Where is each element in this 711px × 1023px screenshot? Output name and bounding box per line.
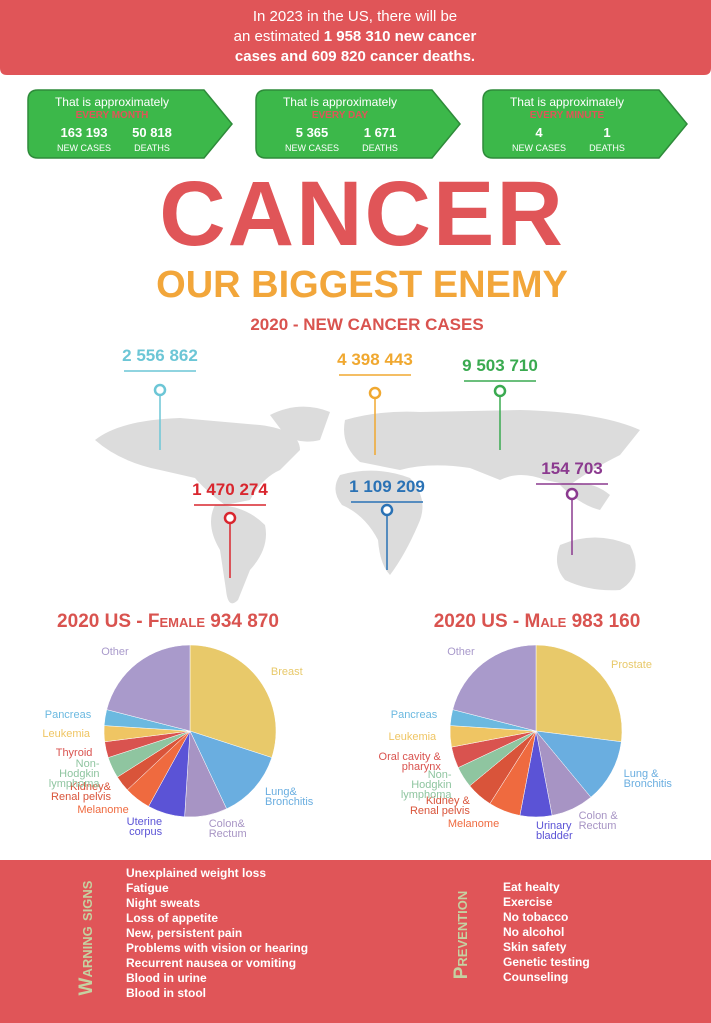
marker-value: 2 556 862 (122, 346, 198, 365)
stat-period: EVERY DAY (311, 110, 369, 121)
pie-label: Kidney& Renal pelvis (51, 781, 111, 804)
marker-pin (380, 503, 394, 517)
marker-value: 1 109 209 (349, 477, 425, 496)
stat-cases-label: NEW CASES (284, 143, 340, 153)
prevention-item: Eat healty (503, 880, 560, 894)
warning-item: Blood in urine (126, 971, 207, 985)
pie-label: Breast (270, 666, 303, 679)
header-text: In 2023 in the US, there will be (252, 8, 458, 25)
pie-slice (106, 644, 191, 732)
pie-label: Pancreas (390, 709, 438, 722)
warning-title: Warning signs (76, 880, 97, 995)
header-text: 609 820 (311, 48, 366, 65)
stat-card (255, 89, 461, 159)
prevention-item: Skin safety (503, 940, 567, 954)
stat-cases: 5 365 (295, 125, 329, 140)
stat-period: EVERY MONTH (75, 110, 149, 121)
stat-cases-label: NEW CASES (56, 143, 112, 153)
pie-label: Leukemia (42, 728, 91, 741)
map-title: 2020 - NEW CANCER CASES (250, 315, 484, 334)
pie-label: Leukemia (388, 731, 437, 744)
warning-item: Unexplained weight loss (126, 866, 267, 880)
stat-deaths-label: DEATHS (589, 143, 625, 153)
pie-title: 2020 US - Male 983 160 (433, 611, 641, 632)
stat-deaths: 50 818 (132, 125, 172, 140)
stat-cases: 4 (535, 125, 543, 140)
marker-pin (565, 487, 579, 501)
pie-label: Non-Hodgkin lymphoma (400, 768, 452, 801)
marker-value: 4 398 443 (337, 350, 413, 369)
pie-label: Oral cavity & pharynx (378, 750, 441, 773)
pie-slice (189, 730, 273, 810)
marker-pin (368, 386, 382, 400)
header-line: an estimated 1 958 310 new cancer (234, 28, 477, 45)
prevention-item: No tobacco (503, 910, 569, 924)
header-line: In 2023 in the US, there will be (253, 8, 457, 25)
stat-deaths: 1 671 (363, 125, 397, 140)
pie-slice (452, 644, 537, 732)
warning-item: Recurrent nausea or vomiting (126, 956, 297, 970)
marker-value: 154 703 (541, 459, 603, 478)
pie-label: Kidney & Renal pelvis (409, 795, 470, 817)
pie-label: Lung & Bronchitis (623, 768, 672, 791)
pie-label: Colon& Rectum (208, 818, 247, 841)
stat-cases: 163 193 (60, 125, 108, 140)
pie-title: 2020 US - Female 934 870 (57, 611, 279, 632)
stat-card (27, 89, 233, 159)
main-title: CANCER (159, 163, 565, 265)
marker-pin (223, 511, 237, 525)
stat-card (482, 89, 688, 159)
prevention-item: Exercise (503, 895, 553, 909)
stat-period: EVERY MINUTE (529, 110, 605, 121)
header-text: new cancer (394, 28, 477, 45)
stat-intro: That is approximately (54, 95, 170, 109)
marker-value: 1 470 274 (192, 480, 268, 499)
stat-cases-label: NEW CASES (511, 143, 567, 153)
marker-pin (153, 383, 167, 397)
pie-label: Urinary bladder (536, 820, 573, 842)
header-text: cancer deaths. (370, 48, 476, 65)
prevention-item: Genetic testing (503, 955, 590, 969)
warning-item: Problems with vision or hearing (126, 941, 309, 955)
pie-label: Other (447, 645, 475, 658)
pie-label: Pancreas (44, 709, 92, 722)
prevention-item: Counseling (503, 970, 569, 984)
marker-value: 9 503 710 (462, 356, 538, 375)
pie-label: Colon & Rectum (578, 810, 618, 833)
pie-slice (189, 644, 277, 758)
stat-intro: That is approximately (282, 95, 398, 109)
warning-item: Loss of appetite (126, 911, 219, 925)
pie-label: Other (101, 645, 129, 658)
pie-label: Thyroid (55, 746, 93, 759)
header-band (0, 0, 711, 75)
prevention-title: Prevention (451, 891, 472, 980)
header-line: cases and 609 820 cancer deaths. (235, 48, 475, 65)
header-text: an estimated (233, 28, 320, 45)
pie-label: Lung& Bronchitis (265, 786, 314, 809)
header-text: 1 958 310 (323, 28, 391, 45)
stat-deaths-label: DEATHS (362, 143, 398, 153)
stat-intro: That is approximately (509, 95, 625, 109)
header-text: cases and (234, 48, 308, 65)
warning-item: New, persistent pain (126, 926, 243, 940)
stat-deaths: 1 (603, 125, 611, 140)
pie-label: Melanome (447, 817, 500, 830)
pie-slice (535, 730, 622, 798)
warning-item: Blood in stool (126, 986, 206, 1000)
pie-label: Melanome (77, 804, 129, 817)
warning-item: Night sweats (126, 896, 201, 910)
pie-label: Non-Hodgkin lymphoma (48, 757, 100, 790)
world-map (95, 406, 640, 604)
subtitle: OUR BIGGEST ENEMY (156, 264, 568, 306)
pie-label: Uterine corpus (126, 816, 163, 839)
marker-pin (493, 384, 507, 398)
prevention-item: No alcohol (503, 925, 565, 939)
footer-band (0, 860, 711, 1023)
pie-label: Prostate (611, 658, 652, 671)
warning-item: Fatigue (126, 881, 169, 895)
stat-deaths-label: DEATHS (134, 143, 170, 153)
pie-slice (535, 644, 623, 743)
